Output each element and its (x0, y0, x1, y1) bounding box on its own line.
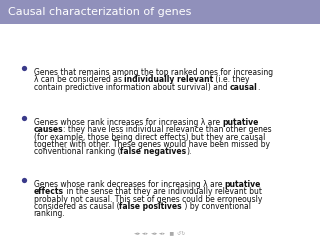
Text: .: . (257, 83, 260, 92)
Text: effects: effects (34, 187, 64, 196)
Text: (i.e. they: (i.e. they (213, 75, 250, 84)
Text: contain predictive information about survival) and: contain predictive information about sur… (34, 83, 230, 92)
Text: individually relevant: individually relevant (124, 75, 213, 84)
Text: λ can be considered as: λ can be considered as (34, 75, 124, 84)
Text: Genes whose rank increases for increasing λ are: Genes whose rank increases for increasin… (34, 118, 222, 127)
Text: ranking.: ranking. (34, 209, 65, 218)
Text: ) by conventional: ) by conventional (182, 202, 251, 211)
Text: ).: ). (186, 147, 192, 156)
Text: in the sense that they are individually relevant but: in the sense that they are individually … (64, 187, 262, 196)
Text: considered as causal (: considered as causal ( (34, 202, 119, 211)
Text: false negatives: false negatives (120, 147, 186, 156)
Text: conventional ranking (: conventional ranking ( (34, 147, 120, 156)
FancyBboxPatch shape (0, 0, 320, 24)
Text: false positives: false positives (119, 202, 182, 211)
Text: ◄▸ ◄▸  ◄▸ ◄▸   ■  ↺↻: ◄▸ ◄▸ ◄▸ ◄▸ ■ ↺↻ (134, 231, 186, 236)
Text: Genes whose rank decreases for increasing λ are: Genes whose rank decreases for increasin… (34, 180, 224, 189)
Text: Causal characterization of genes: Causal characterization of genes (8, 7, 191, 17)
Text: probably not causal. This set of genes could be erroneously: probably not causal. This set of genes c… (34, 195, 262, 204)
Text: putative: putative (222, 118, 259, 127)
Text: (for example, those being direct effects) but they are causal: (for example, those being direct effects… (34, 132, 265, 142)
Text: : they have less individual relevance than other genes: : they have less individual relevance th… (63, 125, 272, 134)
Text: causal: causal (230, 83, 257, 92)
Text: putative: putative (224, 180, 261, 189)
Text: causes: causes (34, 125, 63, 134)
Text: together with other. These genes would have been missed by: together with other. These genes would h… (34, 140, 270, 149)
Text: Genes that remains among the top ranked ones for increasing: Genes that remains among the top ranked … (34, 68, 273, 77)
